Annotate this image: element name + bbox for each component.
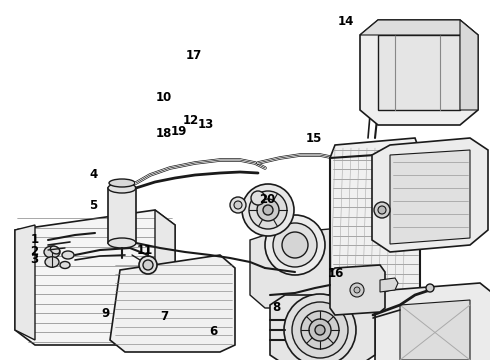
Ellipse shape [282, 232, 308, 258]
Ellipse shape [44, 246, 60, 258]
Ellipse shape [350, 283, 364, 297]
Ellipse shape [426, 284, 434, 292]
Ellipse shape [108, 183, 136, 193]
Ellipse shape [242, 184, 294, 236]
Ellipse shape [301, 311, 339, 349]
Text: 1: 1 [30, 233, 38, 246]
Text: 16: 16 [327, 267, 344, 280]
Polygon shape [250, 228, 355, 308]
Polygon shape [15, 210, 175, 345]
Ellipse shape [273, 223, 317, 267]
Ellipse shape [315, 325, 325, 335]
Text: 5: 5 [89, 199, 97, 212]
Ellipse shape [62, 251, 74, 259]
Ellipse shape [257, 199, 279, 221]
Text: 20: 20 [259, 193, 275, 206]
Ellipse shape [309, 319, 331, 341]
Ellipse shape [284, 294, 356, 360]
Text: 17: 17 [185, 49, 202, 62]
Ellipse shape [249, 191, 287, 229]
Text: 4: 4 [89, 168, 97, 181]
Ellipse shape [60, 261, 70, 269]
Polygon shape [330, 265, 385, 315]
Polygon shape [330, 138, 420, 320]
Polygon shape [390, 150, 470, 244]
Ellipse shape [45, 257, 59, 267]
Text: 13: 13 [197, 118, 214, 131]
Text: 18: 18 [156, 127, 172, 140]
Polygon shape [460, 20, 478, 110]
Polygon shape [375, 283, 490, 360]
Ellipse shape [265, 215, 325, 275]
Polygon shape [360, 20, 478, 35]
Ellipse shape [109, 179, 135, 187]
Ellipse shape [354, 287, 360, 293]
Polygon shape [400, 300, 470, 360]
Text: 15: 15 [305, 132, 322, 145]
Ellipse shape [108, 238, 136, 248]
Polygon shape [110, 255, 235, 352]
Text: 2: 2 [30, 246, 38, 258]
Bar [108, 188, 136, 243]
Ellipse shape [234, 201, 242, 209]
Text: 10: 10 [156, 91, 172, 104]
Ellipse shape [50, 246, 60, 254]
Text: 12: 12 [183, 114, 199, 127]
Ellipse shape [251, 191, 265, 205]
Polygon shape [155, 210, 175, 345]
Ellipse shape [374, 202, 390, 218]
Ellipse shape [263, 205, 273, 215]
Text: 11: 11 [136, 244, 153, 257]
Polygon shape [380, 278, 398, 292]
Ellipse shape [139, 256, 157, 274]
Ellipse shape [143, 260, 153, 270]
Ellipse shape [230, 197, 246, 213]
Polygon shape [15, 225, 35, 340]
Text: 14: 14 [337, 15, 354, 28]
Text: 3: 3 [30, 253, 38, 266]
Text: 6: 6 [209, 325, 217, 338]
Polygon shape [378, 35, 460, 110]
Text: 19: 19 [171, 125, 187, 138]
Ellipse shape [378, 206, 386, 214]
Polygon shape [360, 20, 478, 125]
Ellipse shape [381, 46, 391, 54]
Text: 9: 9 [101, 307, 109, 320]
Ellipse shape [292, 302, 348, 358]
Text: 8: 8 [273, 301, 281, 314]
Polygon shape [270, 295, 375, 360]
Polygon shape [372, 138, 488, 252]
Text: 7: 7 [160, 310, 168, 323]
